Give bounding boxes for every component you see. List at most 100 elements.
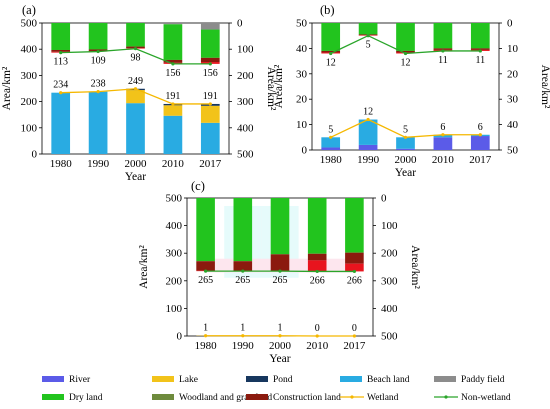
right-tick-label: 100 bbox=[381, 220, 398, 232]
x-tick-label: 2010 bbox=[432, 154, 455, 166]
right-tick-label: 0 bbox=[507, 18, 513, 30]
y-axis-title-right: Area/km² bbox=[539, 65, 550, 109]
right-tick-label: 50 bbox=[507, 145, 519, 157]
right-tick-label: 100 bbox=[237, 44, 254, 56]
legend-swatch bbox=[42, 376, 64, 382]
x-tick-label: 2010 bbox=[306, 340, 329, 352]
bar-segment-red bbox=[345, 263, 364, 272]
bar-segment-construction-land bbox=[433, 48, 453, 50]
bar-segment-beach-land bbox=[396, 137, 415, 149]
legend-swatch bbox=[434, 376, 456, 382]
wetland-value-label: 238 bbox=[91, 79, 106, 90]
legend-item: Paddy field bbox=[434, 374, 505, 385]
legend-label: Dry land bbox=[69, 393, 103, 403]
wetland-value-label: 191 bbox=[165, 91, 180, 102]
bar-segment-river bbox=[433, 137, 453, 150]
legend-item: Pond bbox=[246, 375, 293, 385]
non-wetland-value-label: 113 bbox=[53, 57, 68, 68]
legend-label: Pond bbox=[273, 375, 293, 385]
right-tick-label: 300 bbox=[381, 275, 398, 287]
legend-label: Construction land bbox=[273, 393, 341, 403]
bar-segment-dry-land bbox=[51, 23, 71, 50]
bar-segment-dry-land bbox=[470, 23, 490, 49]
legend-swatch bbox=[152, 394, 174, 400]
right-tick-label: 0 bbox=[381, 193, 387, 205]
non-wetland-value-label: 11 bbox=[475, 55, 485, 66]
right-tick-label: 200 bbox=[381, 248, 398, 260]
legend-item: River bbox=[42, 375, 91, 385]
y-axis-title-left: Area/km² bbox=[138, 245, 150, 289]
legend-label: Wetland bbox=[367, 393, 399, 403]
non-wetland-point bbox=[478, 49, 482, 53]
non-wetland-point bbox=[133, 47, 138, 51]
x-tick-label: 2000 bbox=[125, 158, 148, 170]
wetland-value-label: 0 bbox=[352, 323, 357, 334]
bar-segment-beach-land bbox=[163, 115, 183, 154]
bar-segment-dry-land bbox=[126, 23, 145, 47]
bar-segment-construction-land bbox=[321, 50, 341, 53]
panel-1: 0 100 200 300 400 500 0 100 200 300 400 500 1980 1990… bbox=[1, 3, 277, 183]
legend-label: Lake bbox=[179, 375, 198, 385]
x-axis-title: Year bbox=[125, 171, 146, 183]
legend-marker bbox=[350, 395, 354, 399]
wetland-point bbox=[204, 334, 208, 338]
panel-label: (a) bbox=[22, 3, 36, 17]
bar-segment-lake bbox=[200, 105, 220, 123]
right-tick-label: 40 bbox=[507, 119, 519, 131]
wetland-value-label: 6 bbox=[440, 122, 445, 133]
non-wetland-point bbox=[96, 49, 100, 54]
x-axis-title: Year bbox=[395, 167, 416, 179]
non-wetland-point bbox=[59, 51, 63, 55]
legend-swatch bbox=[152, 376, 174, 382]
non-wetland-value-label: 109 bbox=[91, 56, 106, 67]
non-wetland-point bbox=[278, 269, 282, 273]
bar-segment-dry-land bbox=[233, 198, 253, 262]
left-tick-label: 500 bbox=[166, 193, 183, 205]
bar-segment-paddy-field bbox=[200, 23, 220, 30]
left-tick-label: 300 bbox=[21, 70, 38, 82]
bar-segment-construction-land bbox=[200, 57, 220, 63]
left-tick-label: 20 bbox=[296, 94, 308, 106]
legend-label: Non-wetland bbox=[461, 393, 511, 403]
wetland-point bbox=[59, 91, 63, 95]
bar-segment-dry-land bbox=[200, 29, 220, 58]
panel-2: 0 10 20 30 40 50 0 10 20 30 40 50 1980 1990 2000 2010 20… bbox=[273, 3, 550, 179]
left-tick-label: 50 bbox=[296, 18, 308, 30]
x-tick-label: 1980 bbox=[195, 340, 218, 352]
non-wetland-value-label: 266 bbox=[310, 275, 325, 286]
bar-segment-dry-land bbox=[307, 198, 327, 254]
legend-swatch bbox=[340, 376, 362, 382]
non-wetland-point bbox=[171, 62, 175, 66]
right-tick-label: 500 bbox=[237, 149, 254, 161]
y-axis-title-right: Area/km² bbox=[265, 67, 277, 111]
bar-segment-beach-land bbox=[358, 119, 378, 145]
legend-item: Lake bbox=[152, 375, 198, 385]
x-tick-label: 2010 bbox=[162, 158, 185, 170]
left-tick-label: 100 bbox=[166, 303, 183, 315]
bar-segment-lake bbox=[126, 90, 145, 104]
bar-segment-construction-land bbox=[51, 49, 71, 52]
bar-segment-construction-land bbox=[270, 254, 290, 271]
non-wetland-point bbox=[241, 269, 245, 273]
bar-segment-dry-land bbox=[321, 23, 341, 51]
bar-segment-construction-land bbox=[470, 48, 490, 50]
wetland-value-label: 5 bbox=[328, 124, 333, 135]
left-tick-label: 200 bbox=[21, 96, 38, 108]
bar-segment-construction-land bbox=[307, 253, 327, 261]
right-tick-label: 10 bbox=[507, 43, 519, 55]
legend-label: Paddy field bbox=[461, 374, 505, 385]
left-tick-label: 400 bbox=[166, 220, 183, 232]
non-wetland-value-label: 11 bbox=[438, 55, 448, 66]
x-axis-title: Year bbox=[269, 353, 290, 365]
legend-item: Construction land bbox=[246, 393, 341, 403]
wetland-value-label: 1 bbox=[278, 323, 283, 334]
bar-segment-dry-land bbox=[270, 198, 290, 255]
non-wetland-point bbox=[352, 269, 356, 274]
legend-marker bbox=[444, 395, 448, 399]
non-wetland-point bbox=[329, 51, 333, 56]
legend-item: Non-wetland bbox=[434, 393, 511, 403]
bar-segment-dry-land bbox=[163, 24, 183, 60]
right-tick-label: 30 bbox=[507, 94, 519, 106]
bar-segment-beach-land bbox=[200, 122, 220, 154]
